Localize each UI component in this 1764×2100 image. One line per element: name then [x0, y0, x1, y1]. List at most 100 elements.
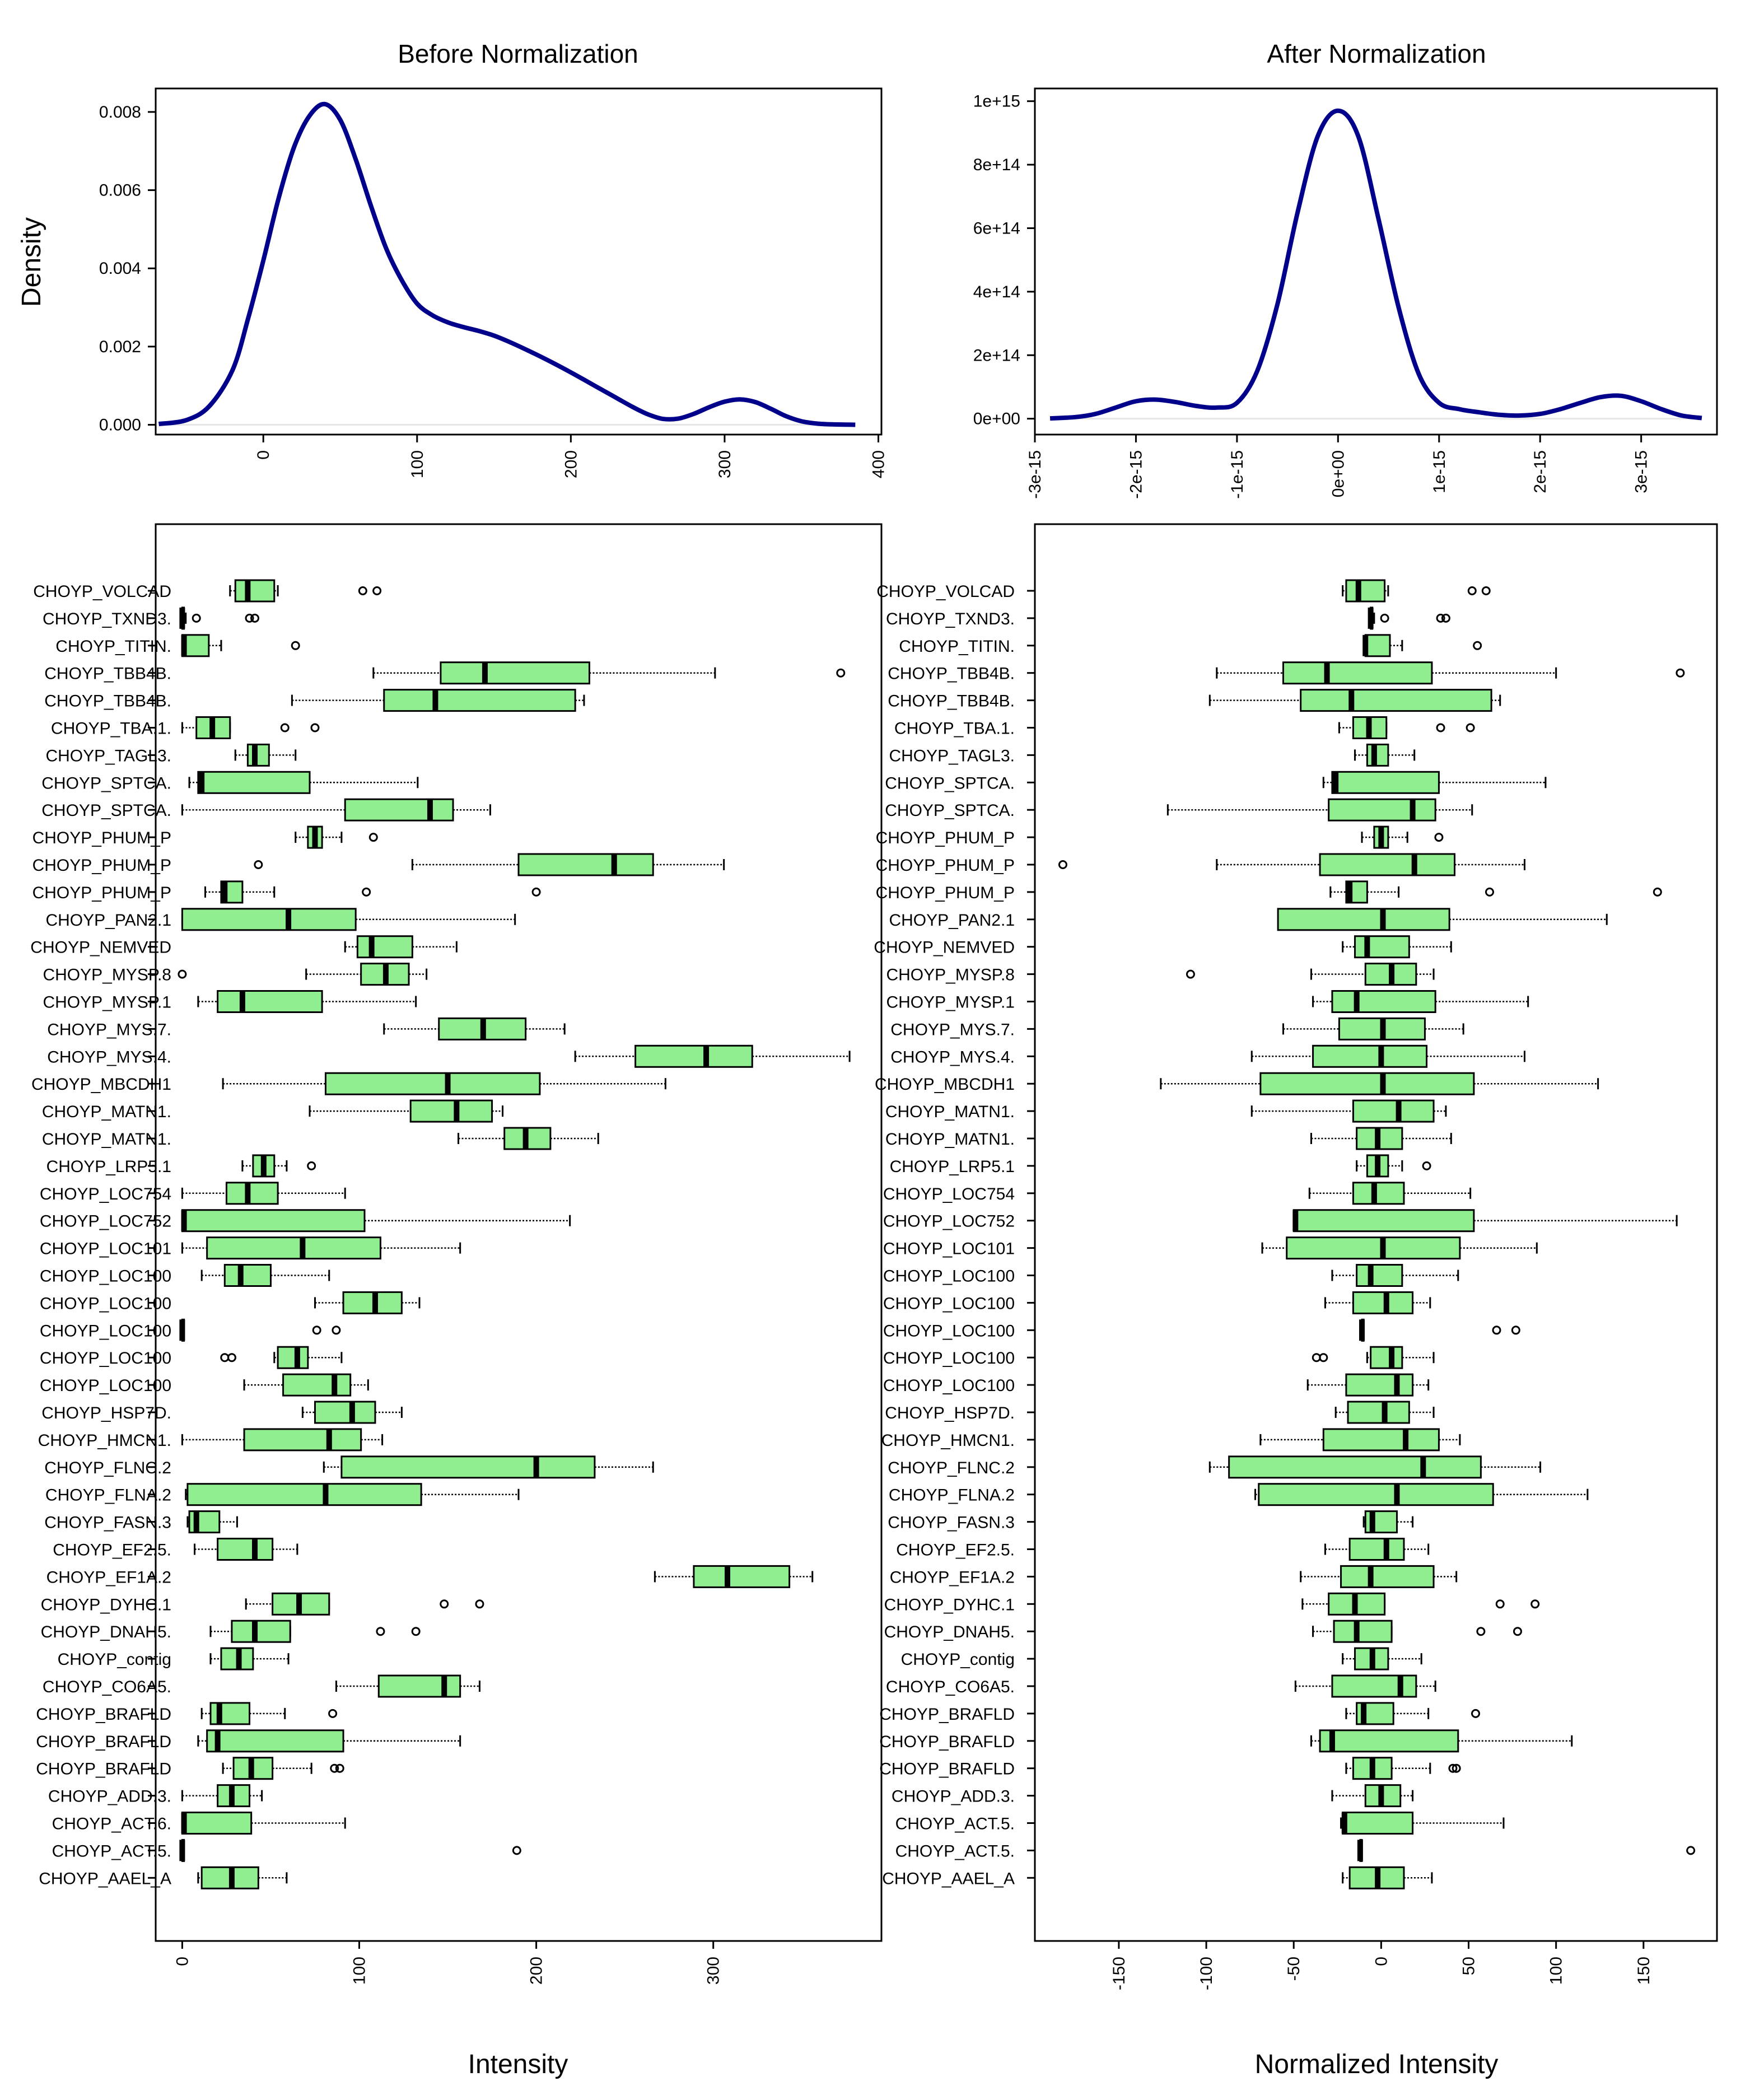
- box-row: [1340, 1812, 1505, 1835]
- density-before-panel: Before Normalization Density 0 100 200 300 4…: [17, 39, 888, 478]
- box: [1286, 1236, 1461, 1260]
- box: [1300, 689, 1492, 712]
- gene-label: CHOYP_LOC100: [40, 1294, 171, 1313]
- box-row: [179, 1318, 341, 1342]
- outlier-point: [1653, 887, 1662, 897]
- gene-label: CHOYP_HSP7D.: [885, 1404, 1015, 1422]
- box-row: [1338, 716, 1475, 739]
- outlier-point: [335, 1763, 344, 1773]
- x-tick-label: 300: [716, 450, 734, 478]
- x-tick-label: -1e-15: [1228, 450, 1247, 499]
- box-row: [234, 743, 297, 767]
- box: [517, 853, 654, 876]
- outlier-point: [227, 1353, 236, 1362]
- box-row: [1354, 743, 1416, 767]
- gene-label: CHOYP_PAN2.1: [45, 911, 171, 930]
- density-before-frame: [155, 87, 883, 436]
- x-tick-label: 100: [408, 450, 427, 478]
- gene-label: CHOYP_ACT.5.: [895, 1842, 1015, 1860]
- gene-label: CHOYP_TBA.1.: [894, 720, 1015, 738]
- density-after-curve: [1049, 108, 1702, 421]
- box-row: [181, 1182, 346, 1205]
- box-row: [309, 1099, 504, 1123]
- boxplot-after-boxes: [1058, 579, 1696, 1889]
- box-row: [194, 1538, 298, 1561]
- x-tick-label: 200: [528, 1957, 546, 1985]
- box-row: [1334, 1401, 1435, 1424]
- gene-label: CHOYP_MATN1.: [885, 1103, 1015, 1121]
- box: [344, 798, 454, 822]
- box-row: [222, 1072, 666, 1095]
- gene-label: CHOYP_LOC754: [40, 1185, 171, 1203]
- box-row: [181, 1784, 263, 1808]
- gene-label: CHOYP_EF1A.2: [46, 1568, 171, 1586]
- box-row: [383, 1017, 566, 1040]
- outlier-point: [1380, 613, 1389, 623]
- gene-label: CHOYP_DYHC.1: [41, 1595, 171, 1614]
- outlier-point: [291, 641, 300, 650]
- gene-label: CHOYP_HSP7D.: [41, 1404, 171, 1422]
- gene-label: CHOYP_LOC100: [40, 1349, 171, 1368]
- box: [1259, 1072, 1475, 1095]
- boxplot-after-panel: -150 -100 -50 0 50 100 150 CHOYP_VOLCAD CHOYP_T…: [874, 523, 1718, 2079]
- gene-label: CHOYP_LOC100: [883, 1376, 1015, 1395]
- gene-label: CHOYP_TBB4B.: [44, 665, 171, 683]
- box-row: [1331, 1264, 1459, 1287]
- box: [1342, 1812, 1414, 1835]
- box: [1277, 908, 1450, 931]
- y-tick-label: 0.004: [99, 259, 141, 278]
- box-row: [200, 1264, 330, 1287]
- gene-label: CHOYP_FASN.3: [44, 1514, 171, 1532]
- gene-label: CHOYP_MYS.4.: [47, 1048, 171, 1066]
- outlier-point: [1481, 586, 1491, 595]
- boxplot-before-x-axis: 0 100 200 300: [173, 1941, 723, 1985]
- box-row: [1342, 579, 1491, 603]
- box: [209, 1702, 251, 1725]
- outlier-point: [192, 613, 201, 623]
- gene-label: CHOYP_MBCDH1: [31, 1075, 171, 1094]
- gene-label: CHOYP_BRAFLD: [879, 1760, 1015, 1779]
- x-tick-label: 50: [1460, 1957, 1478, 1975]
- box-row: [185, 1483, 520, 1506]
- box: [1345, 579, 1386, 603]
- gene-label: CHOYP_LOC101: [883, 1240, 1015, 1258]
- gene-label: CHOYP_SPTCA.: [41, 774, 171, 792]
- density-after-frame: [1034, 87, 1718, 436]
- box-row: [301, 1401, 403, 1424]
- box-row: [458, 1127, 599, 1150]
- outlier-point: [245, 613, 254, 623]
- box-row: [1282, 1017, 1464, 1040]
- box-row: [209, 1647, 290, 1670]
- gene-label: CHOYP_LOC752: [883, 1212, 1015, 1231]
- gene-label: CHOYP_MATN1.: [42, 1103, 171, 1121]
- outlier-point: [1436, 613, 1445, 623]
- box: [356, 935, 413, 959]
- gene-label: CHOYP_contig: [58, 1650, 171, 1669]
- box: [693, 1565, 791, 1588]
- gene-label: CHOYP_CO6A5.: [43, 1678, 171, 1696]
- box: [181, 1812, 253, 1835]
- gene-label: CHOYP_MYS.4.: [890, 1048, 1015, 1066]
- box: [1258, 1483, 1494, 1506]
- box-row: [1300, 1565, 1458, 1588]
- box: [324, 1072, 541, 1095]
- box-row: [181, 1812, 346, 1835]
- box: [1319, 853, 1456, 876]
- gene-label: CHOYP_MYSP.1: [43, 993, 171, 1012]
- gene-label: CHOYP_PHUM_P: [32, 856, 171, 875]
- box-row: [181, 634, 300, 657]
- gene-label: CHOYP_PHUM_P: [876, 829, 1015, 847]
- box-row: [222, 1757, 344, 1780]
- outlier-point: [254, 860, 263, 869]
- gene-label: CHOYP_MYSP.8: [43, 966, 171, 984]
- outlier-point: [307, 1161, 316, 1170]
- box-row: [1357, 1838, 1696, 1862]
- boxplot-before-panel: 0 100 200 300 CHOYP_VOLCADCHOYP_TXND3.CHOYP…: [30, 523, 883, 2079]
- gene-label: CHOYP_LOC100: [40, 1267, 171, 1286]
- gene-label: CHOYP_SPTCA.: [885, 801, 1015, 820]
- gene-label: CHOYP_ADD.3.: [48, 1788, 171, 1806]
- boxplot-before-frame: [155, 523, 883, 1942]
- gene-label: CHOYP_AAEL_A: [39, 1869, 171, 1888]
- y-tick-label: 1e+15: [973, 92, 1020, 111]
- box: [1228, 1455, 1482, 1479]
